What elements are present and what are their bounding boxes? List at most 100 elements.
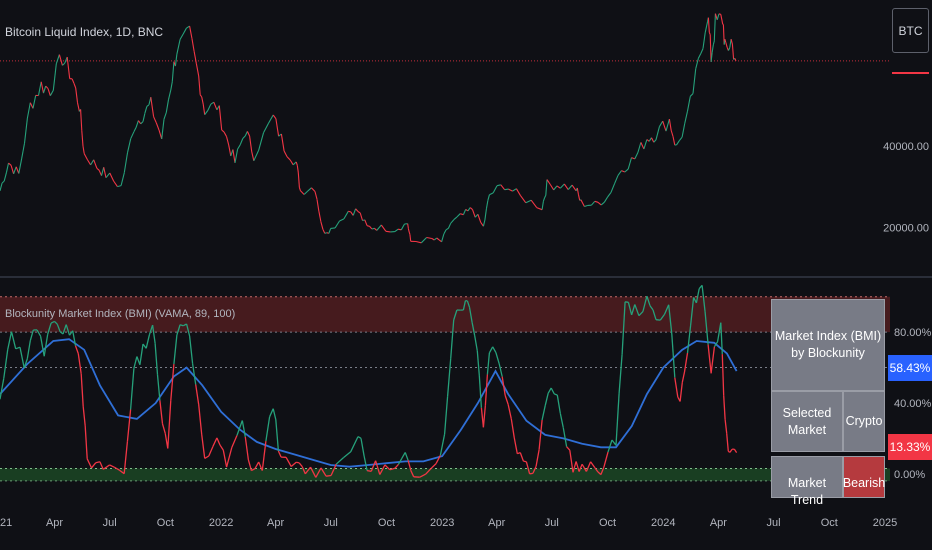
- bmi-segment: [544, 393, 549, 406]
- bmi-segment: [201, 434, 206, 459]
- bmi-segment: [269, 408, 274, 418]
- bmi-segment: [309, 466, 317, 478]
- price-segment: [678, 136, 683, 142]
- time-axis-tick: 2022: [209, 517, 233, 529]
- price-segment: [415, 240, 422, 244]
- bmi-segment: [720, 322, 723, 355]
- bmi-segment: [723, 395, 726, 420]
- bmi-segment: [559, 413, 564, 428]
- ma-value-badge: 58.43%: [888, 355, 932, 381]
- price-segment: [191, 38, 195, 52]
- price-segment: [549, 184, 555, 191]
- price-segment: [146, 104, 150, 107]
- symbol-title: Bitcoin Liquid Index, 1D, BNC: [5, 25, 163, 39]
- price-segment: [366, 225, 370, 227]
- price-segment: [170, 81, 173, 91]
- price-segment: [322, 229, 326, 234]
- bmi-segment: [208, 446, 214, 457]
- price-segment: [140, 121, 144, 125]
- bmi-segment: [404, 452, 409, 461]
- price-segment: [0, 182, 3, 192]
- price-segment: [73, 83, 77, 89]
- price-segment: [350, 211, 354, 216]
- bmi-segment: [114, 466, 120, 471]
- price-segment: [467, 207, 471, 212]
- bmi-segment: [581, 463, 587, 472]
- bmi-segment: [550, 387, 555, 395]
- bmi-segment: [0, 378, 5, 400]
- price-segment: [734, 58, 737, 62]
- price-segment: [103, 167, 107, 178]
- price-segment: [251, 151, 255, 161]
- price-segment: [174, 54, 178, 67]
- indicator-axis-tick: 80.00%: [894, 327, 932, 339]
- bmi-segment: [578, 463, 583, 472]
- price-segment: [371, 227, 375, 230]
- bmi-segment: [62, 324, 67, 335]
- bmi-segment: [136, 356, 141, 366]
- bmi-segment: [244, 436, 250, 460]
- bmi-segment: [488, 346, 494, 354]
- price-segment: [40, 81, 45, 94]
- price-segment: [96, 167, 100, 171]
- price-segment: [47, 88, 51, 96]
- price-segment: [456, 213, 461, 218]
- bmi-segment: [721, 354, 725, 396]
- price-segment: [729, 39, 732, 48]
- price-segment: [292, 161, 297, 166]
- bmi-segment: [476, 350, 480, 376]
- price-segment: [695, 58, 699, 70]
- bmi-segment: [272, 408, 277, 420]
- time-axis-tick: 2021: [0, 517, 12, 529]
- price-segment: [117, 185, 122, 188]
- price-segment: [542, 197, 546, 202]
- bmi-segment: [330, 463, 337, 476]
- price-segment: [369, 225, 373, 230]
- price-segment: [553, 185, 558, 191]
- symbol-button[interactable]: BTC: [892, 8, 929, 53]
- price-segment: [280, 133, 285, 152]
- price-segment: [492, 185, 498, 194]
- price-segment: [186, 25, 190, 29]
- price-segment: [300, 190, 305, 195]
- price-segment: [275, 118, 280, 137]
- price-segment: [584, 204, 589, 208]
- bmi-segment: [74, 345, 79, 354]
- indicator-title: Blockunity Market Index (BMI) (VAMA, 89,…: [5, 308, 235, 320]
- bmi-segment: [277, 450, 282, 458]
- price-segment: [722, 24, 725, 45]
- price-segment: [621, 170, 626, 173]
- price-segment: [76, 102, 80, 112]
- time-axis-tick: Jul: [767, 517, 781, 529]
- bmi-segment: [523, 460, 527, 463]
- price-segment: [684, 110, 689, 124]
- price-segment: [689, 93, 694, 97]
- price-segment: [665, 118, 670, 132]
- price-segment: [45, 85, 49, 89]
- price-segment: [727, 47, 731, 51]
- price-segment: [123, 152, 129, 173]
- price-segment: [263, 123, 269, 134]
- bmi-segment: [674, 377, 679, 398]
- bmi-segment: [492, 346, 497, 353]
- bmi-segment: [566, 446, 571, 451]
- bmi-segment: [618, 354, 623, 394]
- price-segment: [720, 14, 724, 25]
- bmi-segment: [195, 384, 200, 405]
- bmi-segment: [627, 302, 633, 316]
- bmi-segment: [439, 433, 446, 456]
- bmi-segment: [562, 427, 568, 447]
- bmi-segment: [3, 349, 9, 379]
- bmi-segment: [129, 368, 135, 410]
- price-segment: [26, 102, 31, 119]
- price-segment: [709, 34, 712, 62]
- bmi-segment: [90, 462, 97, 469]
- bmi-segment: [478, 375, 483, 408]
- bmi-segment: [159, 400, 164, 424]
- price-segment: [71, 78, 75, 84]
- bmi-segment: [397, 458, 403, 465]
- price-segment: [182, 27, 187, 35]
- price-segment: [545, 179, 548, 196]
- price-segment: [487, 194, 490, 201]
